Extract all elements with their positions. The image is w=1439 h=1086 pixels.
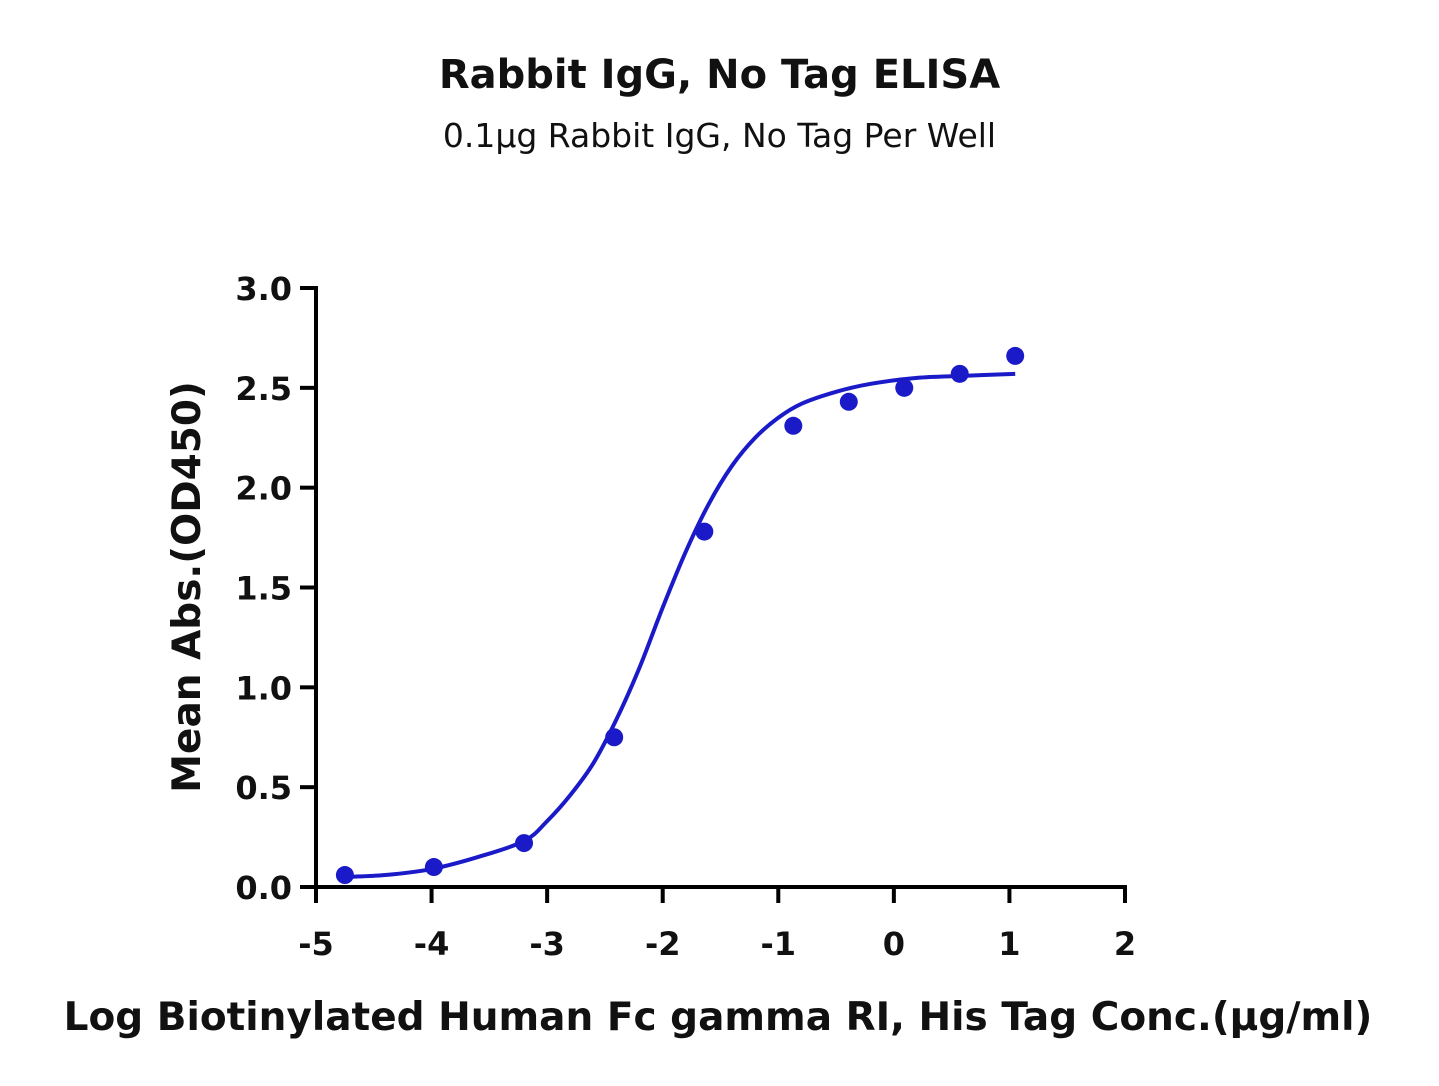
x-tick-label: -1 (761, 925, 797, 963)
data-point (1006, 346, 1025, 365)
data-point (515, 834, 534, 853)
y-tick-label: 0.5 (235, 769, 292, 807)
y-tick-label: 3.0 (235, 270, 292, 308)
x-tick-label: -5 (298, 925, 334, 963)
y-tick-label: 2.0 (235, 470, 292, 508)
data-point (695, 522, 714, 541)
data-point (784, 416, 803, 435)
data-point (950, 364, 969, 383)
y-tick-label: 1.5 (235, 570, 292, 608)
y-axis-label: Mean Abs.(OD450) (165, 381, 210, 793)
x-axis-label: Log Biotinylated Human Fc gamma RI, His … (64, 995, 1373, 1040)
x-tick-label: 0 (883, 925, 905, 963)
x-tick-label: -4 (414, 925, 450, 963)
x-tick-label: 1 (998, 925, 1020, 963)
chart-subtitle: 0.1µg Rabbit IgG, No Tag Per Well (442, 116, 997, 155)
data-point (605, 728, 624, 747)
data-point (895, 378, 914, 397)
chart-title: Rabbit IgG, No Tag ELISA (438, 52, 1001, 98)
y-tick-label: 1.0 (235, 669, 292, 707)
data-point (839, 392, 858, 411)
data-point (424, 858, 443, 877)
x-tick-label: -2 (645, 925, 681, 963)
data-point (335, 866, 354, 885)
x-tick-label: 2 (1114, 925, 1136, 963)
x-tick-label: -3 (529, 925, 565, 963)
y-tick-label: 2.5 (235, 370, 292, 408)
y-tick-label: 0.0 (235, 869, 292, 907)
fit-curve (344, 371, 1016, 880)
